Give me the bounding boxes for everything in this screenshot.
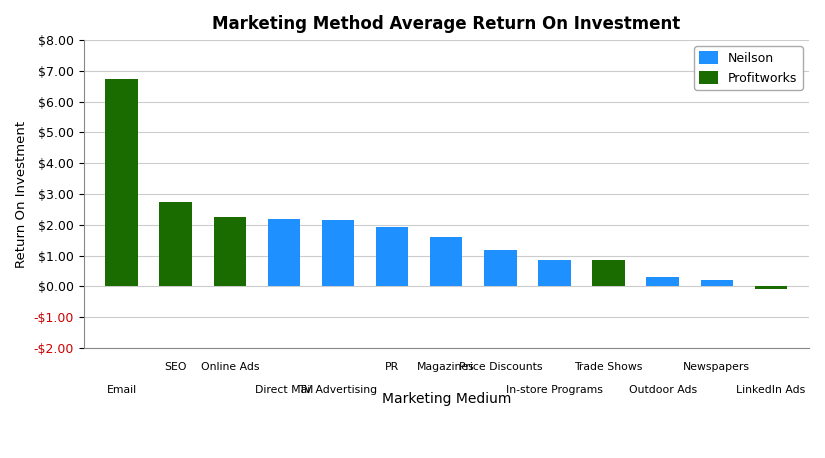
Bar xyxy=(376,227,408,286)
Text: Direct Mail: Direct Mail xyxy=(255,385,313,395)
Text: PR: PR xyxy=(385,362,399,372)
Bar xyxy=(430,237,463,286)
Bar xyxy=(267,218,300,286)
Bar xyxy=(755,286,787,289)
Text: Online Ads: Online Ads xyxy=(200,362,259,372)
Text: Newspapers: Newspapers xyxy=(683,362,750,372)
Y-axis label: Return On Investment: Return On Investment xyxy=(15,120,28,267)
Bar xyxy=(214,217,246,286)
Bar xyxy=(322,219,354,286)
Legend: Neilson, Profitworks: Neilson, Profitworks xyxy=(695,46,803,90)
Title: Marketing Method Average Return On Investment: Marketing Method Average Return On Inves… xyxy=(212,15,681,33)
Text: Outdoor Ads: Outdoor Ads xyxy=(629,385,697,395)
Bar xyxy=(592,260,625,286)
Bar xyxy=(484,250,516,286)
Bar xyxy=(538,260,571,286)
Bar xyxy=(700,279,733,286)
Bar xyxy=(106,79,138,286)
X-axis label: Marketing Medium: Marketing Medium xyxy=(381,393,511,406)
Bar xyxy=(647,277,679,286)
Text: Email: Email xyxy=(106,385,137,395)
Text: TV Advertising: TV Advertising xyxy=(299,385,378,395)
Bar xyxy=(159,202,192,286)
Text: Trade Shows: Trade Shows xyxy=(574,362,643,372)
Text: SEO: SEO xyxy=(164,362,187,372)
Text: LinkedIn Ads: LinkedIn Ads xyxy=(736,385,805,395)
Text: In-store Programs: In-store Programs xyxy=(506,385,603,395)
Text: Magazines: Magazines xyxy=(417,362,475,372)
Text: Price Discounts: Price Discounts xyxy=(459,362,542,372)
